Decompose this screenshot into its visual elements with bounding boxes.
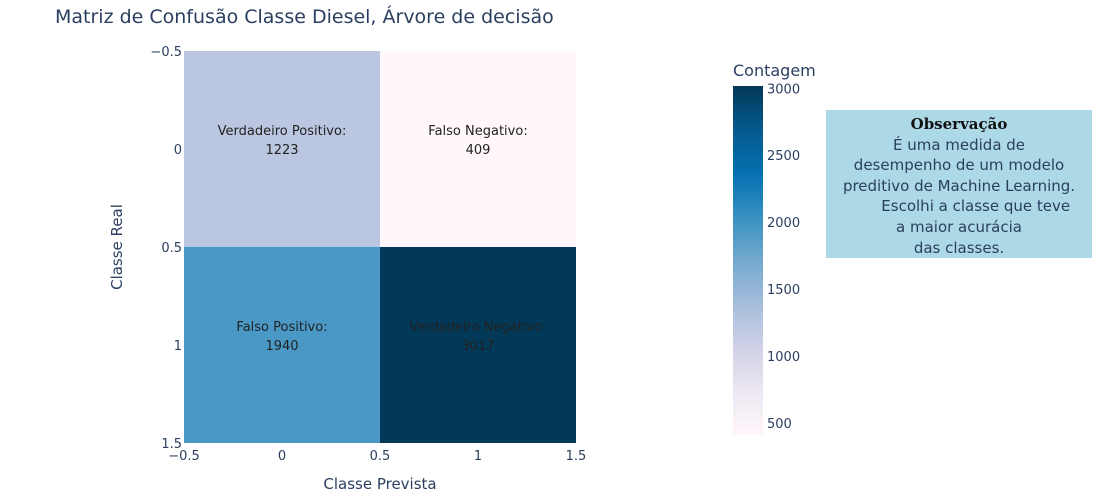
colorbar-tick-label: 1000: [767, 350, 800, 365]
note-line-4: Escolhi a classe que teve: [847, 197, 1071, 216]
cell-label: Verdadeiro Positivo:: [218, 124, 347, 139]
note-line-1: É uma medida de: [892, 135, 1026, 154]
cell-label: Falso Negativo:: [428, 124, 527, 139]
colorbar-tick-label: 1500: [767, 283, 800, 298]
heatmap-cell: [380, 247, 576, 443]
cell-value: 3017: [461, 339, 494, 354]
x-axis-title: Classe Prevista: [323, 475, 436, 493]
note-title: Observação: [910, 115, 1008, 133]
chart-title: Matriz de Confusão Classe Diesel, Árvore…: [55, 6, 554, 28]
cell-value: 1940: [265, 339, 298, 354]
cell-value: 1223: [265, 143, 298, 158]
colorbar-tick-label: 3000: [767, 82, 800, 97]
cell-label: Falso Positivo:: [236, 320, 327, 335]
note-line-3: preditivo de Machine Learning.: [842, 176, 1076, 195]
x-tick-label: 1: [474, 449, 482, 464]
y-axis-title: Classe Real: [108, 204, 126, 290]
y-tick-label: 1: [174, 339, 182, 354]
x-tick-label: 1.5: [566, 449, 587, 464]
colorbar-tick-label: 500: [767, 417, 792, 432]
colorbar-title: Contagem: [733, 61, 816, 80]
heatmap-cell: [184, 51, 380, 247]
colorbar: [733, 86, 763, 435]
y-tick-label: 0.5: [161, 241, 182, 256]
note-box: Observação É uma medida de desempenho de…: [826, 110, 1092, 258]
heatmap-cell: [380, 51, 576, 247]
y-tick-label: 0: [174, 143, 182, 158]
cell-label: Verdadeiro Negativo:: [410, 320, 547, 335]
note-line-2: desempenho de um modelo: [853, 156, 1065, 175]
x-tick-label: 0: [278, 449, 286, 464]
note-line-5: a maior acurácia: [896, 217, 1022, 236]
note-line-6: das classes.: [913, 238, 1005, 257]
colorbar-tick-label: 2500: [767, 149, 800, 164]
x-tick-label: −0.5: [168, 449, 200, 464]
x-tick-label: 0.5: [370, 449, 391, 464]
cell-value: 409: [466, 143, 491, 158]
heatmap-cell: [184, 247, 380, 443]
y-tick-label: −0.5: [150, 45, 182, 60]
colorbar-tick-label: 2000: [767, 216, 800, 231]
y-tick-label: 1.5: [161, 437, 182, 452]
